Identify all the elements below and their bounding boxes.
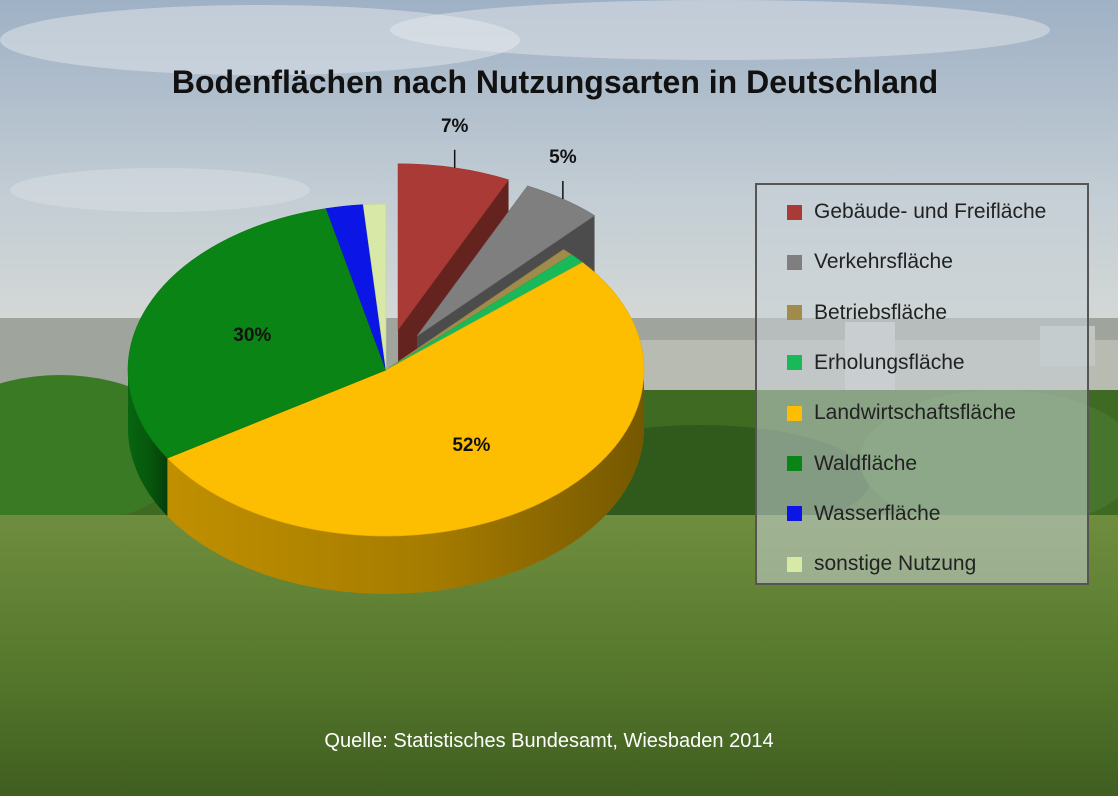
legend-label: Verkehrsfläche (814, 250, 953, 274)
legend-item-erholungsflaeche: Erholungsfläche (787, 348, 965, 378)
legend-item-waldflaeche: Waldfläche (787, 449, 917, 479)
data-label-landwirtschaftsflaeche: 52% (452, 435, 490, 456)
legend-swatch (787, 456, 802, 471)
legend-label: Erholungsfläche (814, 350, 965, 374)
pie-plot: 7% 5% 52% 30% (127, 116, 645, 594)
legend-item-betriebsflaeche: Betriebsfläche (787, 298, 947, 328)
legend-item-landwirtschaftsflaeche: Landwirtschaftsfläche (787, 398, 1016, 428)
data-label-gebaeude-und-freiflaeche: 7% (441, 116, 469, 137)
slice-sonstige-nutzung (362, 203, 387, 371)
legend-label: Gebäude- und Freifläche (814, 200, 1047, 223)
legend-label: Wasserfläche (814, 501, 941, 525)
legend-label: sonstige Nutzung (814, 552, 977, 576)
slice-side-waldflaeche-shading (128, 370, 168, 517)
legend-swatch (787, 556, 802, 572)
slice-waldflaeche (127, 208, 387, 459)
data-label-waldflaeche: 30% (233, 325, 271, 346)
legend-item-gebaeude-und-freiflaeche: Gebäude- und Freifläche (787, 197, 1046, 227)
legend-item-verkehrsflaeche: Verkehrsfläche (787, 247, 953, 277)
legend-swatch (787, 355, 802, 371)
slice-gebaeude-und-freiflaeche (397, 163, 510, 331)
legend-swatch (787, 506, 802, 522)
slice-verkehrsflaeche (416, 185, 596, 337)
legend-swatch (787, 405, 802, 421)
slice-side-landwirtschaftsflaeche-shading (167, 370, 645, 594)
chart-title: Bodenflächen nach Nutzungsarten in Deuts… (171, 64, 939, 100)
data-label-verkehrsflaeche: 5% (549, 147, 577, 168)
legend: Gebäude- und Freifläche Verkehrsfläche Bet… (755, 183, 1089, 585)
legend-label: Betriebsfläche (814, 300, 948, 324)
legend-label: Landwirtschaftsfläche (814, 401, 1016, 425)
legend-label: Waldfläche (814, 451, 918, 475)
legend-item-wasserflaeche: Wasserfläche (787, 499, 940, 529)
source-note: Quelle: Statistisches Bundesamt, Wiesbad… (324, 730, 774, 752)
legend-item-sonstige-nutzung: sonstige Nutzung (787, 549, 976, 579)
legend-swatch (787, 254, 802, 270)
legend-swatch (787, 305, 802, 321)
legend-swatch (787, 204, 802, 220)
slice-landwirtschaftsflaeche (166, 262, 645, 537)
